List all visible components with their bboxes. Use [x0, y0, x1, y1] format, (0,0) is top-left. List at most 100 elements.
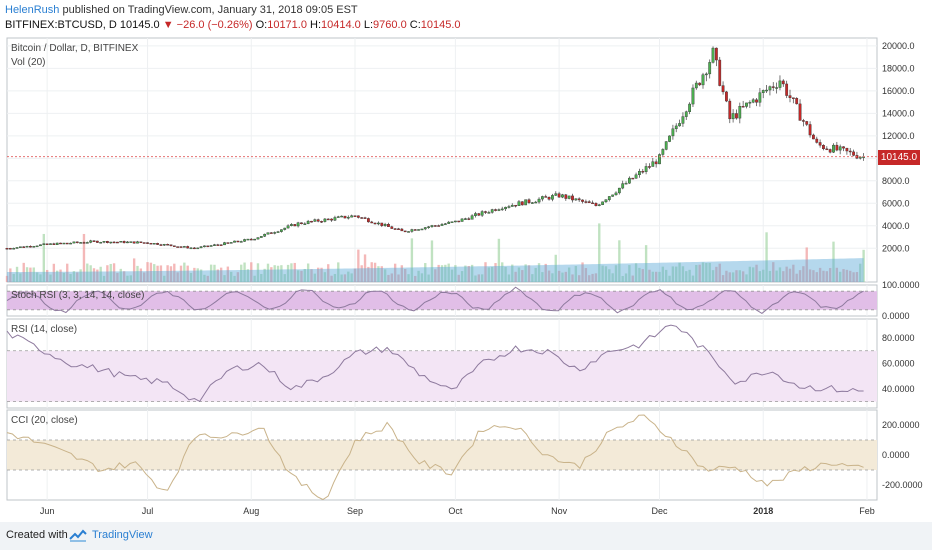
- candle-body: [306, 220, 310, 224]
- candle-body: [370, 221, 374, 224]
- volume-bar: [828, 268, 832, 282]
- candle-body: [480, 211, 484, 216]
- volume-bar: [775, 270, 778, 282]
- y-tick-label: 6000.0: [882, 198, 910, 208]
- volume-bar: [544, 263, 547, 282]
- volume-bar: [521, 270, 524, 282]
- candle-body: [735, 113, 738, 119]
- volume-bar: [393, 263, 397, 282]
- candle-body: [12, 248, 16, 250]
- candle-body: [494, 209, 497, 211]
- volume-bar: [688, 269, 691, 282]
- volume-bar: [554, 254, 557, 282]
- volume-bar: [176, 272, 179, 282]
- candle-body: [547, 197, 551, 200]
- candle-body: [443, 223, 447, 225]
- candle-body: [283, 227, 287, 230]
- candle-body: [65, 242, 69, 245]
- candle-body: [781, 80, 785, 85]
- symbol-label: BITFINEX:BTCUSD, D: [5, 19, 117, 31]
- volume-bar: [253, 275, 256, 282]
- candle-body: [852, 151, 855, 156]
- candle-body: [273, 232, 277, 234]
- low-value: 9760.0: [373, 19, 407, 31]
- candle-body: [738, 106, 742, 119]
- tradingview-brand[interactable]: TradingView: [92, 529, 153, 541]
- volume-bar: [805, 247, 808, 282]
- volume-bar: [802, 266, 805, 282]
- volume-bar: [280, 265, 283, 282]
- candle-body: [584, 201, 588, 203]
- candle-body: [648, 166, 651, 168]
- volume-bar: [25, 267, 29, 282]
- volume-bar: [250, 262, 253, 282]
- volume-bar: [377, 266, 380, 282]
- volume-bar: [149, 262, 153, 282]
- price-change: ▼ −26.0 (−0.26%): [162, 19, 253, 31]
- chart-area[interactable]: Jun Jul Aug Sep Oct Nov Dec 2018 Feb 2000.0 4000.0…: [0, 0, 932, 522]
- symbol-ohlc-line: BITFINEX:BTCUSD, D 10145.0 ▼ −26.0 (−0.2…: [5, 19, 461, 31]
- candle-body: [229, 242, 233, 244]
- author-link[interactable]: HelenRush: [5, 4, 60, 16]
- x-tick-label: Nov: [551, 506, 568, 516]
- volume-bar: [109, 263, 112, 282]
- volume-bar: [92, 268, 96, 282]
- volume-bar: [567, 267, 571, 282]
- candle-body: [581, 199, 584, 202]
- candle-body: [721, 85, 725, 93]
- candle-body: [638, 171, 641, 176]
- volume-bar: [12, 273, 15, 282]
- candle-body: [290, 224, 293, 226]
- open-value: 10171.0: [267, 19, 307, 31]
- volume-bar: [193, 267, 196, 282]
- candle-body: [477, 213, 481, 216]
- volume-bar: [139, 268, 143, 282]
- volume-bar: [705, 262, 708, 282]
- candle-body: [440, 224, 444, 226]
- candle-body: [413, 229, 417, 231]
- candle-body: [253, 238, 257, 241]
- volume-bar: [849, 270, 852, 282]
- volume-bar: [731, 272, 735, 282]
- candle-body: [453, 220, 457, 223]
- volume-bar: [537, 263, 541, 282]
- volume-bar: [762, 269, 765, 282]
- volume-bar: [169, 266, 173, 282]
- candle-body: [149, 242, 153, 245]
- candle-body: [333, 217, 337, 221]
- volume-bar: [186, 265, 189, 282]
- candle-body: [72, 241, 76, 244]
- volume-bar: [815, 272, 818, 282]
- tradingview-logo-icon[interactable]: [69, 529, 87, 543]
- candle-body: [661, 149, 665, 155]
- volume-bar: [504, 266, 507, 282]
- volume-bar: [768, 270, 772, 282]
- volume-bar: [45, 269, 49, 282]
- volume-bar: [725, 270, 728, 282]
- candle-body: [353, 215, 357, 217]
- volume-bar: [507, 274, 511, 282]
- candle-body: [189, 247, 193, 250]
- volume-bar: [534, 267, 537, 282]
- candle-body: [152, 243, 156, 245]
- candle-body: [567, 195, 571, 199]
- y-tick-label: -200.0000: [882, 480, 923, 490]
- volume-bar: [410, 238, 414, 282]
- candle-body: [544, 196, 548, 198]
- candle-body: [326, 218, 330, 221]
- candle-body: [29, 245, 32, 248]
- candle-body: [219, 244, 223, 246]
- candle-body: [694, 82, 698, 89]
- volume-bar: [370, 262, 373, 282]
- volume-bar: [584, 268, 588, 282]
- candle-body: [688, 103, 692, 112]
- volume-bar: [414, 275, 417, 282]
- volume-bar: [313, 273, 317, 282]
- candle-body: [383, 224, 387, 226]
- volume-bar: [206, 275, 209, 282]
- candle-body: [601, 201, 605, 205]
- volume-bar: [116, 272, 119, 282]
- candle-body: [109, 241, 113, 244]
- volume-bar: [654, 271, 658, 282]
- candle-body: [534, 201, 538, 204]
